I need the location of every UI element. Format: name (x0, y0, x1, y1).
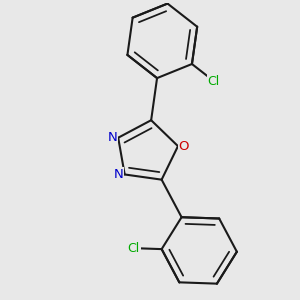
Text: Cl: Cl (208, 75, 220, 88)
Text: N: N (107, 131, 117, 144)
Text: Cl: Cl (128, 242, 140, 255)
Text: O: O (178, 140, 189, 153)
Text: N: N (114, 168, 124, 181)
